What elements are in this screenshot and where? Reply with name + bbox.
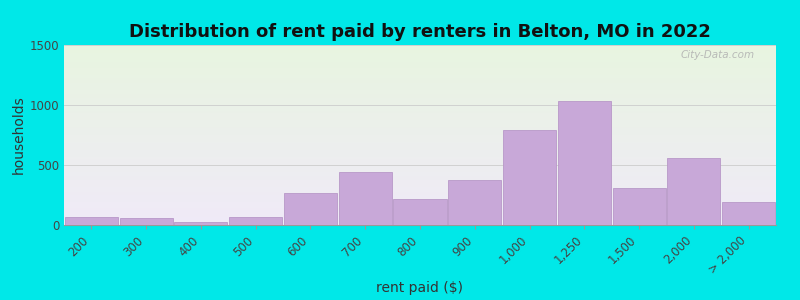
Bar <box>722 202 775 225</box>
Bar <box>119 218 173 225</box>
Bar <box>503 130 556 225</box>
Bar <box>174 222 227 225</box>
Bar <box>394 199 446 225</box>
Bar <box>229 217 282 225</box>
Bar <box>338 172 392 225</box>
Title: Distribution of rent paid by renters in Belton, MO in 2022: Distribution of rent paid by renters in … <box>129 23 711 41</box>
Bar <box>284 193 337 225</box>
Bar <box>558 101 611 225</box>
Y-axis label: households: households <box>11 96 26 174</box>
Bar <box>667 158 721 225</box>
Bar <box>448 180 502 225</box>
Text: City-Data.com: City-Data.com <box>681 50 754 60</box>
Bar <box>613 188 666 225</box>
X-axis label: rent paid ($): rent paid ($) <box>377 280 463 295</box>
Bar <box>65 217 118 225</box>
